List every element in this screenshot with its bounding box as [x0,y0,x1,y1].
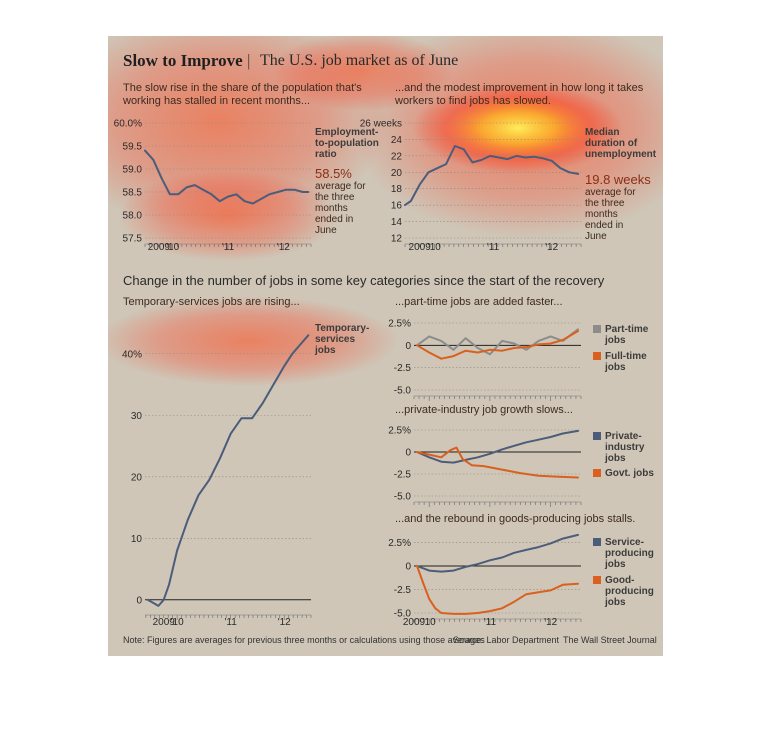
goods-x-tick-label: '10 [423,617,436,628]
private-y-tick-label: 0 [405,448,411,459]
duration-y-tick-label: 18 [391,184,403,195]
emp_pop-x-tick-label: 2009 [148,242,171,253]
private-series-line-0 [416,429,579,464]
footnote: Note: Figures are averages for previous … [123,635,485,645]
goods-x-tick-label: '12 [544,617,557,628]
chart-subtitle: The U.S. job market as of June [260,52,459,69]
emp-pop-value: 58.5% [315,166,352,181]
legend-service: Service-producing jobs [605,537,654,570]
duration-y-tick-label: 26 weeks [360,119,402,130]
legend-swatch-service [593,538,601,546]
temp-y-tick-label: 0 [136,595,142,606]
legend-part-time: Part-time jobs [605,324,649,346]
temp-x-tick-label: 2009 [153,617,176,628]
charts-layer: 57.558.058.559.059.560.0%2009'10'11'1212… [114,119,582,628]
parttime-series-line-0 [416,328,579,356]
legend-goods: Good-producing jobs [605,575,654,608]
temp-x-tick-label: '10 [171,617,184,628]
legend-private: Private-industry jobs [605,431,645,464]
duration-note: average for the three months ended in Ju… [585,187,636,242]
legend-govt: Govt. jobs [605,468,654,479]
parttime-y-tick-label: -5.0 [394,386,412,397]
parttime-y-tick-label: -2.5 [394,363,412,374]
emp_pop-y-tick-label: 59.5 [123,142,143,153]
private-caption: ...private-industry job growth slows... [395,404,573,416]
duration-x-tick-label: '11 [487,242,500,253]
legend-swatch-full-time [593,352,601,360]
goods-caption: ...and the rebound in goods-producing jo… [395,513,636,525]
temp-y-tick-label: 20 [131,472,143,483]
emp_pop-series-line-0 [144,149,310,205]
temp-y-tick-label: 30 [131,411,143,422]
chart-title: Slow to Improve [123,51,243,70]
temp-series-label: Temporary-services jobs [315,323,370,356]
goods-y-tick-label: 2.5% [388,538,411,549]
temp-x-tick-label: '12 [278,617,291,628]
legend-swatch-part-time [593,325,601,333]
duration-y-tick-label: 22 [391,151,403,162]
parttime-caption: ...part-time jobs are added faster... [395,296,563,308]
temp-series-line-0 [146,334,310,607]
infographic-panel: Slow to Improve | The U.S. job market as… [108,36,663,656]
duration-y-tick-label: 24 [391,135,403,146]
duration-series-label: Median duration of unemployment [585,127,657,160]
duration-y-tick-label: 20 [391,168,403,179]
duration-caption: ...and the modest improvement in how lon… [395,82,644,107]
goods-y-tick-label: 0 [405,561,411,572]
temp-caption: Temporary-services jobs are rising... [123,296,300,308]
duration-series-line-0 [404,145,580,207]
source-line: Source: Labor Department [453,635,560,645]
emp-pop-caption: The slow rise in the share of the popula… [123,82,362,107]
emp-pop-series-label: Employment-to-population ratio [315,127,379,160]
emp_pop-y-tick-label: 58.5 [123,188,143,199]
temp-x-tick-label: '11 [225,617,238,628]
parttime-y-tick-label: 2.5% [388,319,411,330]
emp_pop-y-tick-label: 58.0 [123,211,143,222]
duration-y-tick-label: 16 [391,201,403,212]
parttime-y-tick-label: 0 [405,341,411,352]
publisher-credit: The Wall Street Journal [563,635,657,645]
duration-x-tick-label: '10 [428,242,441,253]
emp-pop-note: average for the three months ended in Ju… [315,181,366,236]
emp_pop-y-tick-label: 60.0% [114,119,142,130]
title-separator: | [247,51,251,70]
goods-x-tick-label: '11 [484,617,497,628]
goods-y-tick-label: -2.5 [394,585,412,596]
goods-x-tick-label: 2009 [403,617,426,628]
duration-y-tick-label: 12 [391,234,403,245]
emp_pop-x-tick-label: '11 [222,242,235,253]
section-heading: Change in the number of jobs in some key… [123,273,605,288]
private-y-tick-label: 2.5% [388,426,411,437]
duration-y-tick-label: 14 [391,217,403,228]
emp_pop-y-tick-label: 59.0 [123,165,143,176]
emp_pop-x-tick-label: '12 [277,242,290,253]
duration-x-tick-label: 2009 [409,242,432,253]
legend-full-time: Full-time jobs [605,351,647,373]
temp-y-tick-label: 40% [122,349,142,360]
private-y-tick-label: -2.5 [394,470,412,481]
goods-series-line-1 [416,564,579,615]
goods-y-tick-label: -5.0 [394,609,412,620]
parttime-series-line-1 [416,330,579,360]
temp-y-tick-label: 10 [131,534,143,545]
legend-swatch-private [593,432,601,440]
goods-series-line-0 [416,533,579,573]
private-series-line-1 [416,446,579,479]
duration-value: 19.8 weeks [585,172,651,187]
duration-x-tick-label: '12 [545,242,558,253]
emp_pop-y-tick-label: 57.5 [123,234,143,245]
emp_pop-x-tick-label: '10 [166,242,179,253]
legend-swatch-govt [593,469,601,477]
private-y-tick-label: -5.0 [394,492,412,503]
legend-swatch-goods [593,576,601,584]
